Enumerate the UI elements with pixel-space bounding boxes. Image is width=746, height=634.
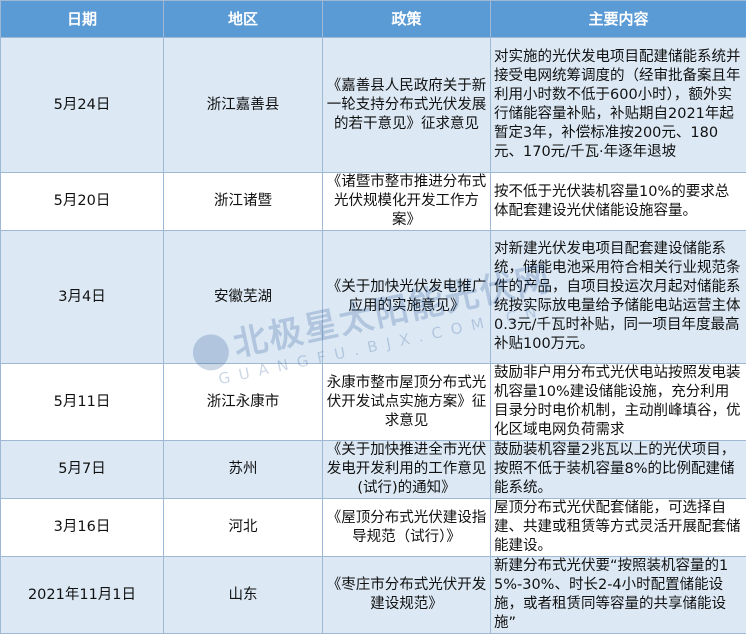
table-row: 3月4日安徽芜湖《关于加快光伏发电推广应用的实施意见》对新建光伏发电项目配套建设… — [1, 231, 746, 364]
cell-region: 苏州 — [164, 441, 323, 499]
header-row: 日期 地区 政策 主要内容 — [1, 1, 746, 38]
table-row: 5月24日浙江嘉善县《嘉善县人民政府关于新一轮支持分布式光伏发展的若干意见》征求… — [1, 38, 746, 173]
cell-content: 按不低于光伏装机容量10%的要求总体配套建设光伏储能设施容量。 — [491, 173, 746, 231]
table-row: 5月11日浙江永康市永康市整市屋顶分布式光伏开发试点实施方案》征求意见鼓励非户用… — [1, 364, 746, 441]
cell-content: 对新建光伏发电项目配套建设储能系统，储能电池采用符合相关行业规范条件的产品，自项… — [491, 231, 746, 364]
cell-date: 3月4日 — [1, 231, 164, 364]
cell-date: 5月24日 — [1, 38, 164, 173]
cell-date: 3月16日 — [1, 499, 164, 557]
cell-date: 5月7日 — [1, 441, 164, 499]
cell-region: 浙江诸暨 — [164, 173, 323, 231]
cell-policy: 《关于加快推进全市光伏发电开发利用的工作意见(试行)的通知》 — [323, 441, 491, 499]
cell-policy: 《关于加快光伏发电推广应用的实施意见》 — [323, 231, 491, 364]
cell-region: 河北 — [164, 499, 323, 557]
cell-region: 浙江嘉善县 — [164, 38, 323, 173]
table-row: 3月16日河北《屋顶分布式光伏建设指导规范（试行）》屋顶分布式光伏配套储能，可选… — [1, 499, 746, 557]
header-policy: 政策 — [323, 1, 491, 38]
header-content: 主要内容 — [491, 1, 746, 38]
cell-content: 鼓励装机容量2兆瓦以上的光伏项目，按照不低于装机容量8%的比例配建储能系统。 — [491, 441, 746, 499]
cell-policy: 永康市整市屋顶分布式光伏开发试点实施方案》征求意见 — [323, 364, 491, 441]
cell-region: 山东 — [164, 557, 323, 634]
cell-date: 5月20日 — [1, 173, 164, 231]
cell-region: 安徽芜湖 — [164, 231, 323, 364]
header-region: 地区 — [164, 1, 323, 38]
cell-policy: 《诸暨市整市推进分布式光伏规模化开发工作方案》 — [323, 173, 491, 231]
cell-region: 浙江永康市 — [164, 364, 323, 441]
cell-content: 新建分布式光伏要“按照装机容量的15%-30%、时长2-4小时配置储能设施，或者… — [491, 557, 746, 634]
cell-content: 鼓励非户用分布式光伏电站按照发电装机容量10%建设储能设施，充分利用目录分时电价… — [491, 364, 746, 441]
cell-policy: 《嘉善县人民政府关于新一轮支持分布式光伏发展的若干意见》征求意见 — [323, 38, 491, 173]
cell-content: 屋顶分布式光伏配套储能，可选择自建、共建或租赁等方式灵活开展配套储能建设。 — [491, 499, 746, 557]
table-row: 5月7日苏州《关于加快推进全市光伏发电开发利用的工作意见(试行)的通知》鼓励装机… — [1, 441, 746, 499]
header-date: 日期 — [1, 1, 164, 38]
cell-date: 5月11日 — [1, 364, 164, 441]
cell-date: 2021年11月1日 — [1, 557, 164, 634]
table-row: 2021年11月1日山东《枣庄市分布式光伏开发建设规范》新建分布式光伏要“按照装… — [1, 557, 746, 634]
cell-content: 对实施的光伏发电项目配建储能系统并接受电网统筹调度的（经审批备案且年利用小时数不… — [491, 38, 746, 173]
cell-policy: 《枣庄市分布式光伏开发建设规范》 — [323, 557, 491, 634]
cell-policy: 《屋顶分布式光伏建设指导规范（试行）》 — [323, 499, 491, 557]
table-row: 5月20日浙江诸暨《诸暨市整市推进分布式光伏规模化开发工作方案》按不低于光伏装机… — [1, 173, 746, 231]
